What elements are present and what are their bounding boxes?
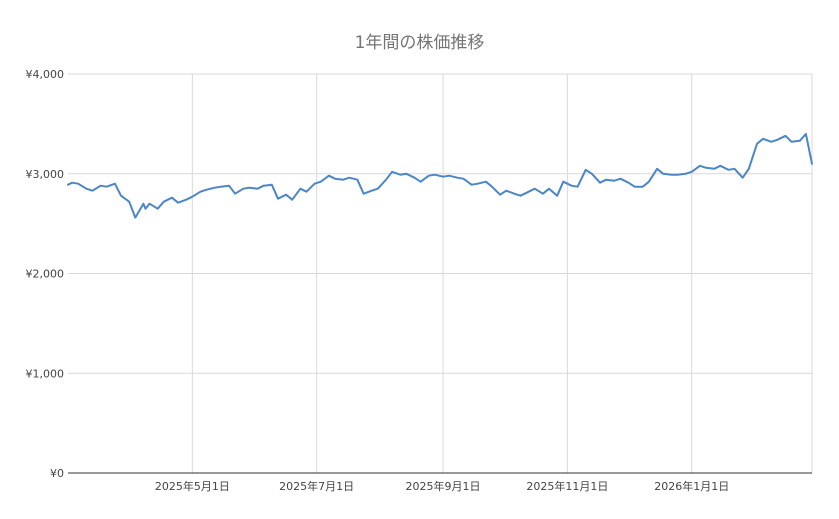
- x-tick-label: 2025年9月1日: [406, 479, 481, 493]
- series-line: [67, 132, 813, 219]
- x-tick-label: 2025年5月1日: [155, 479, 230, 493]
- y-tick-label: ¥1,000: [26, 367, 65, 380]
- y-tick-label: ¥4,000: [26, 68, 65, 81]
- x-tick-label: 2025年11月1日: [526, 479, 608, 493]
- x-tick-label: 2026年1月1日: [654, 479, 729, 493]
- x-tick-label: 2025年7月1日: [279, 479, 354, 493]
- y-tick-label: ¥2,000: [26, 268, 65, 281]
- y-tick-label: ¥3,000: [26, 168, 65, 181]
- chart-title: 1年間の株価推移: [354, 33, 485, 53]
- y-tick-label: ¥0: [50, 467, 64, 480]
